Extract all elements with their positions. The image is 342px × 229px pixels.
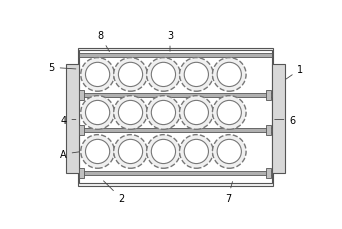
Ellipse shape [114, 96, 147, 130]
Text: 8: 8 [97, 31, 109, 52]
Text: 1: 1 [286, 65, 303, 80]
Ellipse shape [217, 63, 241, 87]
Ellipse shape [184, 140, 209, 164]
Bar [79, 54, 272, 58]
Bar [79, 129, 272, 133]
Bar [79, 90, 84, 100]
Bar [266, 168, 271, 178]
Ellipse shape [151, 101, 175, 125]
Text: 5: 5 [48, 63, 76, 73]
Ellipse shape [184, 101, 209, 125]
Ellipse shape [81, 58, 115, 92]
Bar [79, 171, 272, 175]
Ellipse shape [81, 96, 115, 130]
Ellipse shape [118, 63, 143, 87]
Bar [266, 126, 271, 136]
Text: 2: 2 [104, 181, 124, 204]
Ellipse shape [147, 135, 180, 169]
Ellipse shape [81, 135, 115, 169]
Ellipse shape [151, 63, 175, 87]
Ellipse shape [212, 135, 246, 169]
Bar [79, 126, 84, 136]
Bar [272, 65, 285, 173]
Bar [79, 50, 272, 183]
Text: 6: 6 [275, 115, 295, 125]
Ellipse shape [114, 58, 147, 92]
Text: A: A [60, 150, 79, 159]
Text: 7: 7 [225, 182, 233, 204]
Ellipse shape [151, 140, 175, 164]
Ellipse shape [147, 96, 180, 130]
Ellipse shape [86, 63, 110, 87]
Ellipse shape [180, 135, 213, 169]
Ellipse shape [114, 135, 147, 169]
Bar [79, 168, 84, 178]
Ellipse shape [212, 96, 246, 130]
Ellipse shape [86, 101, 110, 125]
Ellipse shape [180, 58, 213, 92]
Bar [66, 65, 79, 173]
Ellipse shape [217, 140, 241, 164]
Text: 3: 3 [167, 31, 173, 52]
Ellipse shape [180, 96, 213, 130]
Ellipse shape [184, 63, 209, 87]
Ellipse shape [118, 101, 143, 125]
Bar [79, 93, 272, 97]
Ellipse shape [147, 58, 180, 92]
Ellipse shape [118, 140, 143, 164]
Ellipse shape [212, 58, 246, 92]
Bar [266, 90, 271, 100]
Bar [78, 49, 273, 186]
Ellipse shape [217, 101, 241, 125]
Ellipse shape [86, 140, 110, 164]
Text: 4: 4 [60, 115, 76, 125]
